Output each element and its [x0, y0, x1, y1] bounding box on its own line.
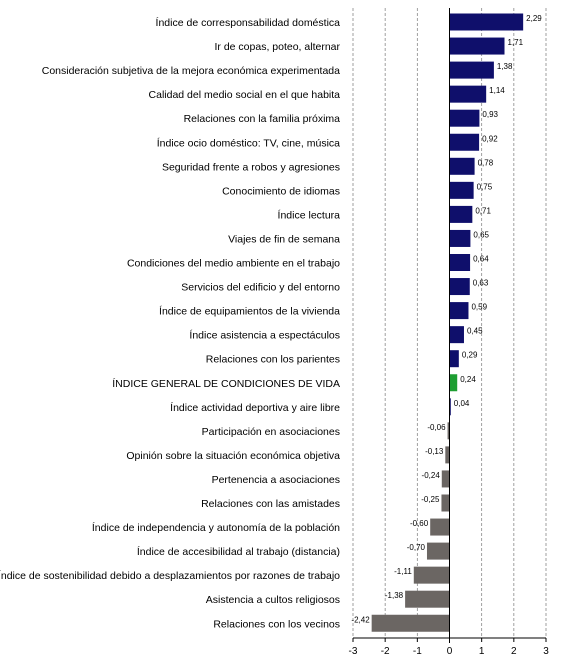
value-label: 0,59	[471, 303, 487, 312]
value-label: 0,92	[482, 134, 498, 143]
category-label: Relaciones con la familia próxima	[184, 113, 341, 125]
bar	[427, 543, 450, 560]
category-label: Índice ocio doméstico: TV, cine, música	[157, 136, 340, 149]
category-label: Índice actividad deportiva y aire libre	[170, 401, 340, 414]
value-label: -1,11	[394, 567, 412, 576]
bar	[442, 470, 450, 487]
category-label: Viajes de fin de semana	[228, 233, 340, 245]
bar	[450, 302, 469, 319]
category-label: Participación en asociaciones	[202, 426, 340, 438]
category-label: Seguridad frente a robos y agresiones	[162, 161, 340, 173]
bar	[372, 615, 450, 632]
bar	[450, 62, 494, 79]
value-label: 0,29	[462, 351, 478, 360]
value-label: 0,78	[478, 158, 494, 167]
bar	[450, 182, 474, 199]
bar	[450, 86, 487, 103]
category-label: Conocimiento de idiomas	[222, 185, 340, 197]
bar	[450, 38, 505, 55]
bar	[450, 350, 459, 367]
category-label: Relaciones con los vecinos	[213, 618, 340, 630]
bar	[441, 495, 449, 512]
bar	[450, 278, 470, 295]
bar	[450, 374, 458, 391]
value-label: -2,42	[351, 615, 370, 624]
value-label: -0,24	[422, 471, 441, 480]
category-labels: Índice de corresponsabilidad doméstica Ir…	[0, 16, 340, 630]
bar	[450, 110, 480, 127]
category-label: Índice de sostenibilidad debido a despla…	[0, 569, 340, 582]
value-label: -0,25	[421, 495, 440, 504]
category-label: Índice de accesibilidad al trabajo (dist…	[137, 545, 340, 558]
value-label: 0,75	[477, 182, 493, 191]
category-label: Índice lectura	[278, 208, 341, 221]
x-tick-label: 2	[511, 646, 517, 657]
category-label: Índice asistencia a espectáculos	[189, 329, 340, 342]
x-axis: -3 -2 -1 0 1 2 3	[349, 8, 550, 657]
category-label: ÍNDICE GENERAL DE CONDICIONES DE VIDA	[112, 377, 340, 390]
bar	[450, 230, 471, 247]
value-label: -0,06	[427, 423, 446, 432]
value-label: 1,71	[508, 38, 524, 47]
category-label: Opinión sobre la situación económica obj…	[126, 450, 340, 462]
bar	[450, 14, 524, 31]
value-label: 0,04	[454, 399, 470, 408]
bar	[450, 254, 471, 271]
bar	[450, 158, 475, 175]
x-tick-label: 0	[447, 646, 453, 657]
value-label: -0,70	[407, 543, 426, 552]
x-tick-label: 3	[543, 646, 549, 657]
value-label: 0,24	[460, 375, 476, 384]
category-label: Índice de corresponsabilidad doméstica	[156, 16, 341, 29]
bar	[405, 591, 449, 608]
bar	[414, 567, 450, 584]
category-label: Pertenencia a asociaciones	[212, 474, 340, 486]
category-label: Asistencia a cultos religiosos	[206, 594, 340, 606]
bar	[450, 326, 464, 343]
x-tick-label: -3	[349, 646, 358, 657]
value-label: 0,65	[473, 230, 489, 239]
value-label: 0,63	[473, 279, 489, 288]
x-tick-label: -1	[413, 646, 422, 657]
category-label: Índice de independencia y autonomía de l…	[92, 521, 340, 534]
category-label: Condiciones del medio ambiente en el tra…	[127, 258, 340, 270]
value-label: 0,71	[475, 206, 491, 215]
bar	[450, 134, 480, 151]
x-tick-label: -2	[381, 646, 390, 657]
bar	[430, 519, 449, 536]
bar	[450, 206, 473, 223]
value-label: 1,14	[489, 86, 505, 95]
value-label: 2,29	[526, 14, 542, 23]
value-label: 0,64	[473, 255, 489, 264]
category-label: Relaciones con los parientes	[206, 354, 340, 366]
x-tick-label: 1	[479, 646, 485, 657]
bars	[372, 14, 524, 632]
bar	[445, 446, 449, 463]
category-label: Calidad del medio social en el que habit…	[149, 89, 341, 101]
value-label: 1,38	[497, 62, 513, 71]
value-label: -0,13	[425, 447, 444, 456]
category-label: Consideración subjetiva de la mejora eco…	[42, 65, 340, 77]
value-label: 0,93	[482, 110, 498, 119]
value-label: -1,38	[385, 591, 404, 600]
category-label: Índice de equipamientos de la vivienda	[159, 305, 340, 318]
category-label: Ir de copas, poteo, alternar	[215, 41, 341, 53]
category-label: Relaciones con las amistades	[201, 498, 340, 510]
category-label: Servicios del edificio y del entorno	[181, 282, 340, 294]
value-label: 0,45	[467, 327, 483, 336]
value-label: -0,60	[410, 519, 429, 528]
